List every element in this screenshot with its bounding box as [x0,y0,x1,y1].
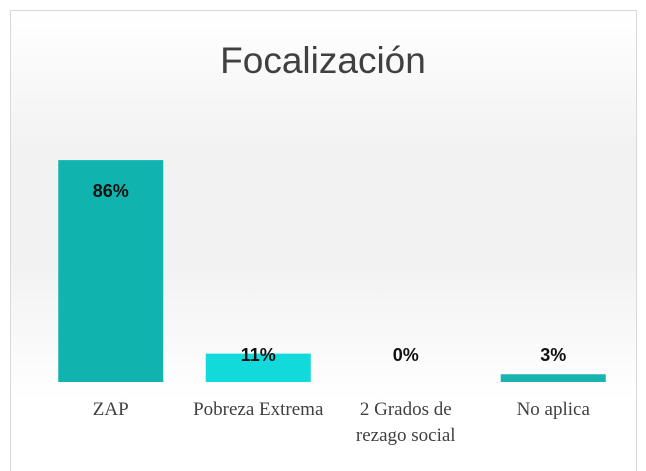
chart-title: Focalización [220,40,426,81]
x-tick-label: 2 Grados de rezago social [355,399,456,446]
data-label: 3% [540,345,566,365]
bar [58,160,164,382]
x-tick-label: Pobreza Extrema [193,399,324,420]
x-tick-label: ZAP [92,399,129,420]
data-label: 11% [241,345,276,365]
bar [500,374,606,382]
page: 86%11%0%3% Focalización (() => { const d… [10,10,637,471]
chart: 86% 11% 0% 3% [58,160,606,382]
data-label: 86% [93,181,129,201]
bar [205,353,311,382]
x-tick-label: No aplica [516,399,590,420]
data-label: 0% [393,345,419,365]
